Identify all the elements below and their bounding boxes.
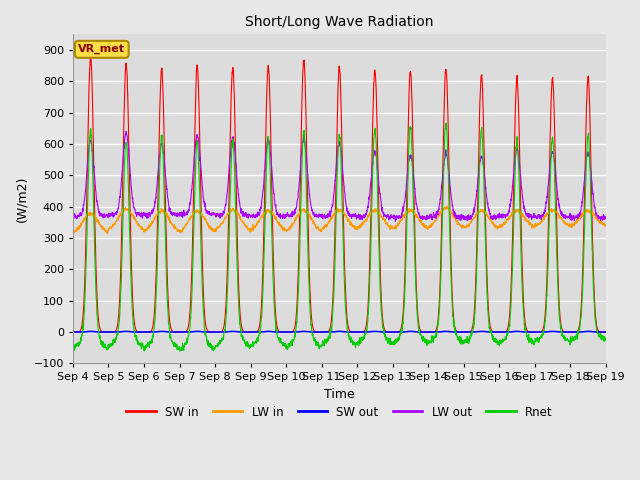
Legend: SW in, LW in, SW out, LW out, Rnet: SW in, LW in, SW out, LW out, Rnet: [122, 401, 557, 423]
X-axis label: Time: Time: [324, 388, 355, 401]
Title: Short/Long Wave Radiation: Short/Long Wave Radiation: [245, 15, 433, 29]
Text: VR_met: VR_met: [78, 44, 125, 54]
Y-axis label: (W/m2): (W/m2): [15, 176, 28, 222]
